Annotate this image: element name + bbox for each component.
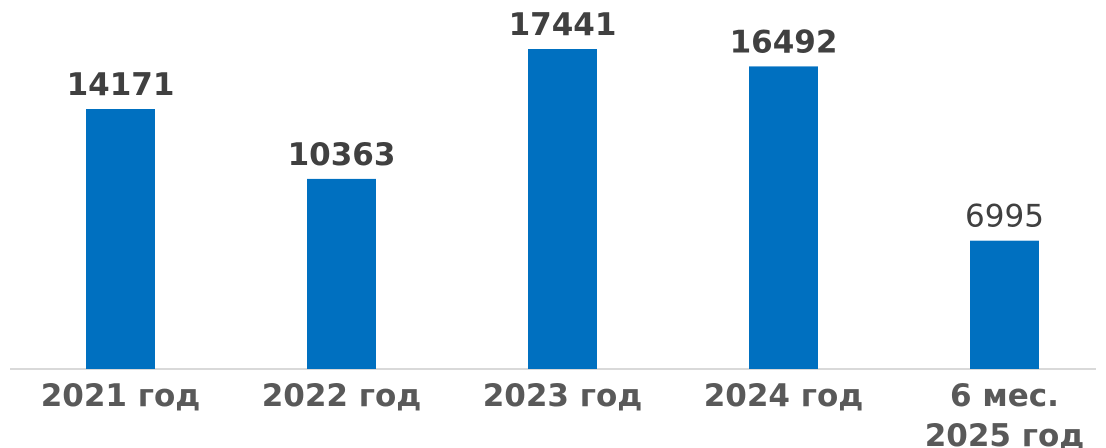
bars-group [86,49,1039,370]
data-label-3: 16492 [730,24,838,60]
bar-0 [86,109,155,369]
x-tick-label-3: 2024 год [704,378,864,414]
bar-2 [528,49,597,369]
x-tick-labels-group: 2021 год 2022 год 2023 год 2024 год 6 мес. 20… [41,378,1085,448]
data-label-4: 6995 [965,199,1044,235]
data-label-2: 17441 [509,7,617,43]
x-tick-label-line: 2023 год [483,378,643,414]
bar-1 [307,178,376,369]
data-label-1: 10363 [288,137,396,173]
x-tick-label-line: 2024 год [704,378,864,414]
x-tick-label-line: 2021 год [41,378,201,414]
x-tick-label-4: 6 мес. 2025 год [925,378,1085,448]
x-tick-label-line: 2025 год [925,418,1085,448]
x-tick-label-2: 2023 год [483,378,643,414]
x-tick-label-line: 6 мес. [950,378,1059,414]
x-tick-label-line: 2022 год [262,378,422,414]
data-label-0: 14171 [67,67,175,103]
data-labels-group: 14171 10363 17441 16492 6995 [67,7,1044,235]
bar-3 [749,66,818,370]
x-tick-label-0: 2021 год [41,378,201,414]
x-tick-label-1: 2022 год [262,378,422,414]
bar-4 [970,240,1039,369]
